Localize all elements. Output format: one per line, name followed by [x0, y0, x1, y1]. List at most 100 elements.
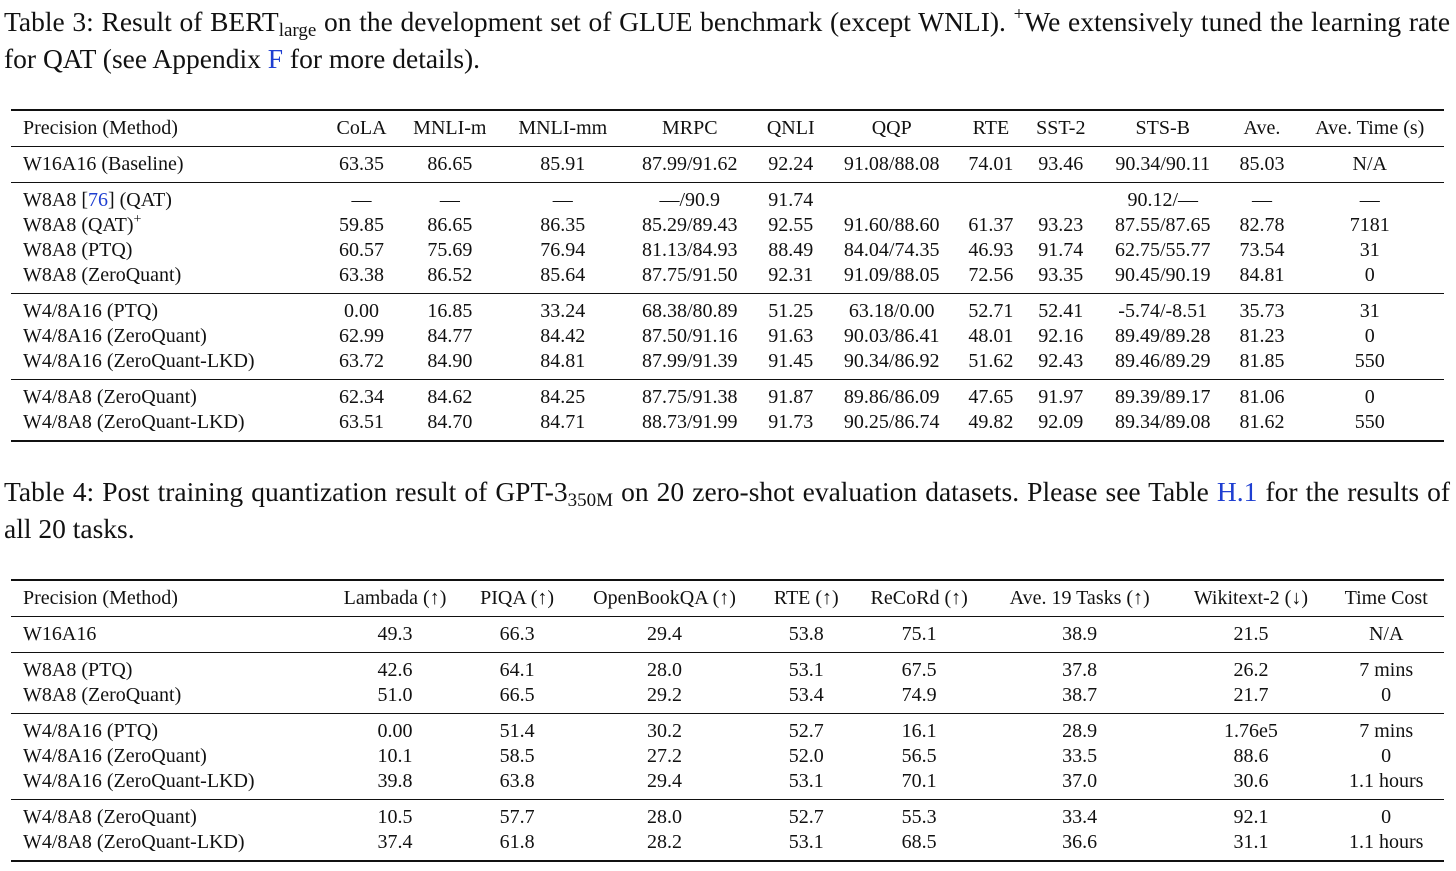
value-cell: 91.63: [768, 325, 814, 347]
table4-caption: Table 4: Post training quantization resu…: [4, 473, 1450, 547]
value-cell: 62.75/55.77: [1114, 239, 1211, 261]
value-cell: 84.81: [540, 350, 586, 372]
value-cell: 87.55/87.65: [1114, 214, 1211, 236]
value-cell: 47.65: [968, 386, 1014, 408]
citation-link[interactable]: 76: [87, 189, 108, 211]
table4: Precision (Method) Lambada (↑) PIQA (↑) Ope…: [11, 579, 1444, 862]
value-cell: 92.16: [1038, 325, 1084, 347]
value-cell: 66.3: [499, 623, 535, 645]
column-header: Ave.: [1243, 117, 1281, 139]
plus-marker: +: [133, 212, 142, 227]
table-row: W4/8A16 (PTQ) 0.00 16.85 33.24 68.38/80.89 51…: [11, 294, 1444, 325]
value-cell: 92.55: [768, 214, 814, 236]
column-header: OpenBookQA (↑): [593, 587, 736, 609]
value-cell: 84.62: [427, 386, 473, 408]
method-cell: W4/8A8 (ZeroQuant): [23, 386, 197, 408]
value-cell: 550: [1354, 350, 1385, 372]
value-cell: 68.5: [901, 831, 937, 853]
value-cell: -5.74/-8.51: [1118, 300, 1208, 322]
value-cell: 1.1 hours: [1348, 831, 1424, 853]
value-cell: 37.8: [1062, 659, 1098, 681]
value-cell: 68.38/80.89: [642, 300, 738, 322]
caption-plus-marker: +: [1013, 4, 1025, 25]
value-cell: 84.90: [427, 350, 473, 372]
value-cell: 28.0: [647, 659, 683, 681]
table-row: W8A8 (ZeroQuant) 63.38 86.52 85.64 87.75/91.…: [11, 263, 1444, 294]
table3-header: Precision (Method) CoLA MNLI-m MNLI-mm MRPC Q…: [11, 110, 1444, 147]
value-cell: 16.85: [427, 300, 473, 322]
table-row: W4/8A8 (ZeroQuant-LKD) 37.4 61.8 28.2 53.1 68…: [11, 830, 1444, 861]
value-cell: 89.86/86.09: [843, 386, 940, 408]
method-cell: W8A8 (ZeroQuant): [23, 684, 182, 706]
row-group: W4/8A16 (PTQ) 0.00 16.85 33.24 68.38/80.89 51…: [11, 294, 1444, 380]
value-cell: 87.99/91.39: [642, 350, 738, 372]
value-cell: 63.51: [339, 411, 385, 433]
method-cell: W4/8A16 (ZeroQuant-LKD): [23, 770, 255, 792]
value-cell: 90.34/86.92: [843, 350, 940, 372]
method-cell: W8A8 [76] (QAT): [23, 189, 172, 211]
table3-caption-label: Table 3:: [4, 6, 94, 37]
value-cell: 52.0: [788, 745, 824, 767]
value-cell: 0: [1381, 684, 1392, 706]
value-cell: 33.4: [1062, 806, 1098, 828]
value-cell: 21.7: [1233, 684, 1269, 706]
table4-header-row: Precision (Method) Lambada (↑) PIQA (↑) Ope…: [11, 580, 1444, 617]
table4-caption-label: Table 4:: [4, 476, 95, 507]
value-cell: 53.1: [788, 770, 824, 792]
table-row: W4/8A8 (ZeroQuant) 62.34 84.62 84.25 87.75/9…: [11, 380, 1444, 411]
value-cell: 57.7: [499, 806, 535, 828]
value-cell: 81.62: [1239, 411, 1285, 433]
value-cell: 86.35: [540, 214, 586, 236]
value-cell: 90.03/86.41: [843, 325, 940, 347]
value-cell: 91.74: [768, 189, 814, 211]
value-cell: 81.23: [1239, 325, 1285, 347]
column-header: MRPC: [661, 117, 718, 139]
value-cell: 75.69: [427, 239, 473, 261]
value-cell: 88.6: [1233, 745, 1269, 767]
value-cell: 0: [1364, 264, 1375, 286]
value-cell: 84.81: [1239, 264, 1285, 286]
value-cell: 91.87: [768, 386, 814, 408]
column-header: QNLI: [766, 117, 815, 139]
value-cell: 63.8: [499, 770, 535, 792]
column-header: QQP: [871, 117, 912, 139]
table-row: W4/8A16 (ZeroQuant-LKD) 39.8 63.8 29.4 53.1 7…: [11, 769, 1444, 800]
value-cell: 28.2: [647, 831, 683, 853]
caption-text: for the results of all 20 tasks.: [4, 476, 1451, 544]
method-cell: W4/8A16 (ZeroQuant-LKD): [23, 350, 255, 372]
caption-text: Post training quantization result of GPT…: [102, 476, 568, 507]
value-cell: 51.4: [499, 720, 535, 742]
value-cell: 86.52: [427, 264, 473, 286]
value-cell: 49.3: [377, 623, 413, 645]
value-cell: 30.2: [647, 720, 683, 742]
value-cell: 81.06: [1239, 386, 1285, 408]
value-cell: 29.4: [647, 623, 683, 645]
value-cell: 58.5: [499, 745, 535, 767]
value-cell: 0: [1381, 806, 1392, 828]
row-group: W4/8A16 (PTQ) 0.00 51.4 30.2 52.7 16.1 28.9 1.7…: [11, 714, 1444, 800]
appendix-link[interactable]: F: [267, 43, 284, 74]
value-cell: 87.50/91.16: [642, 325, 738, 347]
value-cell: 61.37: [968, 214, 1014, 236]
value-cell: 88.73/91.99: [642, 411, 738, 433]
value-cell: 63.18/0.00: [848, 300, 935, 322]
value-cell: 93.46: [1038, 153, 1084, 175]
table-row: W8A8 (PTQ) 60.57 75.69 76.94 81.13/84.93 88.4…: [11, 238, 1444, 263]
column-header: Time Cost: [1344, 587, 1428, 609]
value-cell: 89.34/89.08: [1114, 411, 1211, 433]
table-row: W16A16 (Baseline) 63.35 86.65 85.91 87.99/91…: [11, 147, 1444, 183]
method-cell: W4/8A16 (PTQ): [23, 300, 158, 322]
column-header: Lambada (↑): [343, 587, 447, 609]
value-cell: 84.42: [540, 325, 586, 347]
value-cell: 7181: [1349, 214, 1390, 236]
value-cell: 86.65: [427, 153, 473, 175]
table-h1-link[interactable]: H.1: [1216, 476, 1258, 507]
value-cell: 84.04/74.35: [843, 239, 940, 261]
value-cell: 53.4: [788, 684, 824, 706]
value-cell: 51.62: [968, 350, 1014, 372]
value-cell: 92.09: [1038, 411, 1084, 433]
column-header: RTE: [972, 117, 1010, 139]
value-cell: 27.2: [647, 745, 683, 767]
column-header: CoLA: [336, 117, 387, 139]
value-cell: 49.82: [968, 411, 1014, 433]
